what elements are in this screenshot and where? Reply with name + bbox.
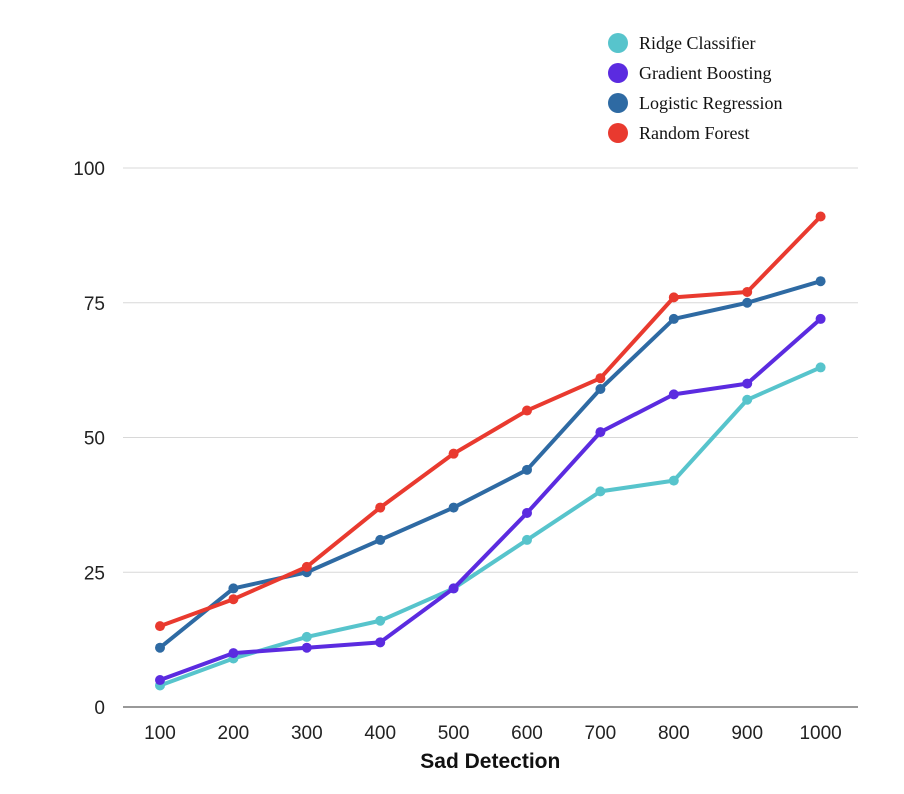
data-point (375, 637, 386, 648)
y-tick-label: 75 (84, 294, 105, 315)
data-point (522, 507, 532, 518)
data-point (742, 286, 753, 297)
data-point (301, 631, 312, 642)
series-line (158, 279, 823, 650)
legend-label: Gradient Boosting (639, 63, 772, 83)
series-line (158, 316, 823, 683)
legend-label: Random Forest (639, 123, 750, 143)
data-point (742, 297, 753, 308)
y-tick-label: 50 (84, 429, 105, 450)
data-point (742, 378, 753, 389)
data-point (522, 464, 532, 475)
legend-marker (608, 93, 628, 113)
data-point (595, 486, 606, 497)
series-1 (155, 313, 826, 686)
x-tick-label: 800 (658, 723, 690, 744)
data-point (228, 583, 239, 594)
y-axis-tick-labels: 0 25 50 75 100 (73, 159, 105, 719)
series-3 (155, 211, 826, 632)
x-tick-label: 200 (218, 723, 250, 744)
data-point (375, 534, 386, 545)
data-point (155, 675, 165, 686)
data-point (742, 394, 753, 405)
series-0 (155, 362, 826, 691)
series-2 (155, 276, 826, 653)
data-point (595, 373, 606, 384)
x-tick-label: 900 (731, 723, 763, 744)
data-point (522, 534, 532, 545)
legend-marker (608, 123, 628, 143)
data-point (815, 362, 826, 373)
x-axis-tick-labels: 100 200 300 400 500 600 700 800 900 1000 (144, 723, 842, 744)
x-tick-label: 400 (364, 723, 396, 744)
legend-marker (608, 33, 628, 53)
data-point (668, 292, 679, 303)
data-point (301, 561, 312, 572)
x-tick-label: 1000 (799, 723, 841, 744)
data-point (815, 276, 826, 287)
data-point (595, 427, 606, 438)
data-point (448, 583, 459, 594)
series-lines (155, 211, 826, 691)
data-point (155, 642, 165, 653)
data-point (228, 594, 239, 605)
x-axis-title: Sad Detection (420, 750, 560, 773)
legend-label: Ridge Classifier (639, 33, 755, 53)
data-point (668, 475, 679, 486)
x-tick-label: 500 (438, 723, 470, 744)
data-point (815, 313, 826, 324)
x-tick-label: 600 (511, 723, 543, 744)
data-point (595, 383, 606, 394)
data-point (448, 448, 459, 459)
x-tick-label: 100 (144, 723, 176, 744)
data-point (228, 648, 239, 659)
data-point (448, 502, 459, 513)
data-point (522, 405, 532, 416)
data-point (668, 389, 679, 400)
series-line (158, 214, 823, 629)
x-tick-label: 700 (585, 723, 617, 744)
y-tick-label: 25 (84, 563, 105, 584)
y-tick-label: 100 (73, 159, 105, 180)
legend-label: Logistic Regression (639, 93, 782, 113)
grid-lines (123, 167, 858, 708)
series-line (158, 365, 823, 688)
x-tick-label: 300 (291, 723, 323, 744)
data-point (815, 211, 826, 222)
legend: Ridge Classifier Gradient Boosting Logisti… (608, 33, 782, 143)
legend-marker (608, 63, 628, 83)
data-point (668, 313, 679, 324)
data-point (301, 642, 312, 653)
data-point (375, 502, 386, 513)
data-point (155, 621, 165, 632)
data-point (375, 615, 386, 626)
y-tick-label: 0 (94, 698, 105, 719)
